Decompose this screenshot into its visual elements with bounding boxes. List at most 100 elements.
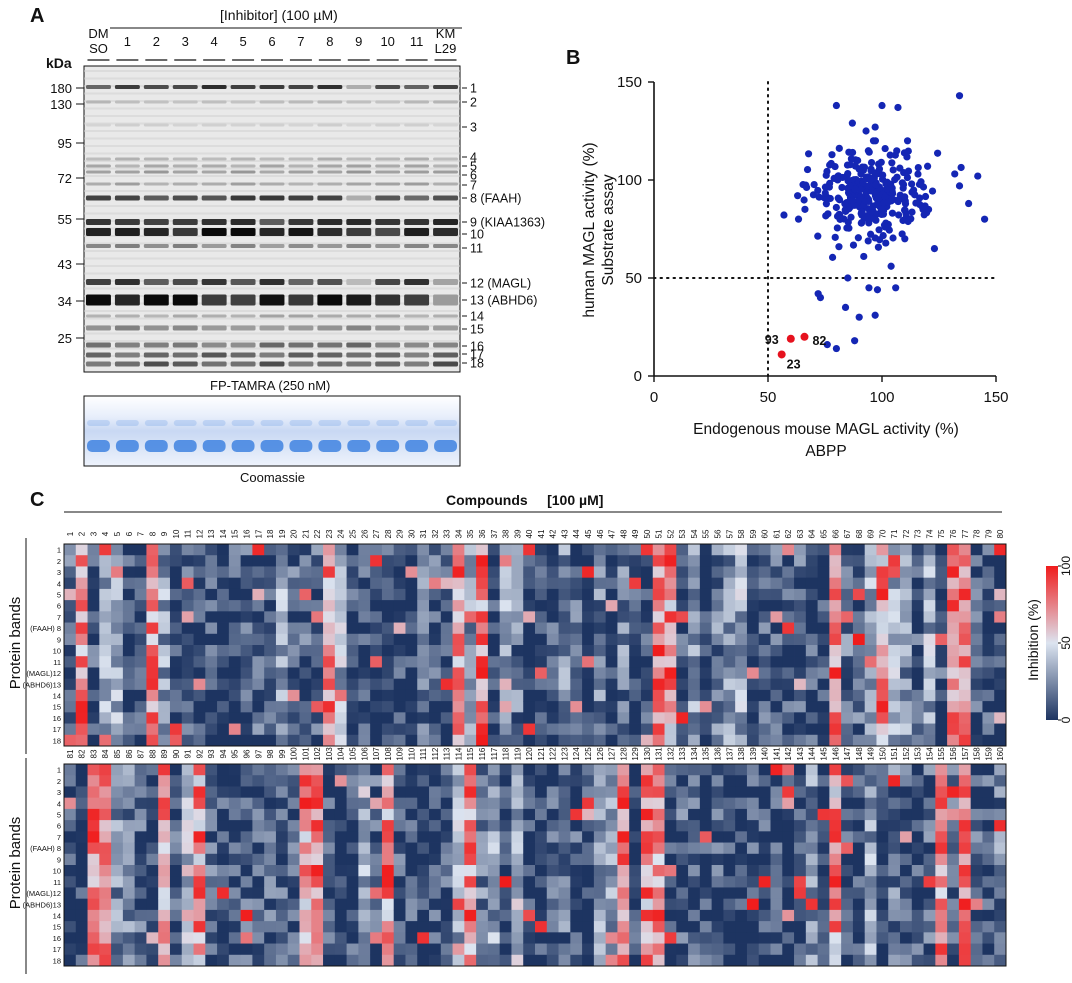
heatmap-cell bbox=[122, 775, 136, 787]
heatmap-cell bbox=[346, 932, 359, 944]
panel-c-heatmap: C Compounds [100 µM] 1 2 3 4 5 6 7 8 9 10 11 12 13 14… bbox=[7, 489, 1072, 974]
heatmap-cell bbox=[864, 764, 877, 776]
heatmap-cell bbox=[794, 588, 807, 601]
heatmap-cell bbox=[405, 853, 418, 866]
heatmap-cell bbox=[193, 797, 206, 810]
heatmap-cell bbox=[158, 544, 171, 556]
heatmap-cell bbox=[629, 734, 642, 747]
heatmap-cell bbox=[735, 622, 748, 635]
heatmap-cell bbox=[935, 853, 948, 866]
gel-band bbox=[375, 123, 401, 127]
heatmap-cell bbox=[511, 775, 524, 787]
heatmap-cell bbox=[888, 943, 901, 956]
gel-band bbox=[86, 361, 111, 367]
heatmap-cell bbox=[452, 555, 465, 567]
heatmap-cell bbox=[511, 645, 524, 657]
heatmap-cell bbox=[264, 932, 277, 944]
heatmap-cell bbox=[169, 954, 183, 967]
heatmap-cell bbox=[864, 876, 877, 888]
heatmap-cell bbox=[864, 831, 877, 843]
heatmap-cell bbox=[217, 898, 230, 911]
heatmap-column-label: 114 bbox=[454, 747, 463, 760]
heatmap-cell bbox=[429, 566, 442, 579]
heatmap-cell bbox=[746, 577, 760, 590]
heatmap-cell bbox=[452, 577, 465, 590]
heatmap-cell bbox=[111, 633, 124, 646]
heatmap-cell bbox=[440, 932, 453, 944]
heatmap-cell bbox=[158, 712, 171, 724]
heatmap-cell bbox=[193, 622, 206, 635]
heatmap-column-label: 94 bbox=[219, 749, 228, 758]
gel-band bbox=[86, 157, 111, 161]
heatmap-cell bbox=[487, 611, 501, 623]
heatmap-cell bbox=[640, 797, 654, 810]
heatmap-cell bbox=[935, 831, 948, 843]
heatmap-cell bbox=[75, 588, 88, 601]
heatmap-cell bbox=[181, 876, 194, 888]
heatmap-cell bbox=[711, 876, 724, 888]
heatmap-cell bbox=[146, 723, 159, 736]
heatmap-cell bbox=[217, 622, 230, 635]
heatmap-cell bbox=[758, 633, 771, 646]
heatmap-cell bbox=[570, 544, 583, 556]
scatter-point bbox=[914, 170, 922, 178]
heatmap-cell bbox=[582, 797, 595, 810]
heatmap-cell bbox=[499, 820, 512, 832]
heatmap-cell bbox=[228, 689, 242, 702]
heatmap-cell bbox=[629, 712, 642, 724]
heatmap-cell bbox=[146, 544, 159, 556]
heatmap-cell bbox=[405, 786, 418, 799]
heatmap-cell bbox=[464, 820, 477, 832]
heatmap-cell bbox=[75, 678, 88, 691]
heatmap-cell bbox=[570, 723, 583, 736]
lane-label: 5 bbox=[239, 34, 246, 49]
heatmap-cell bbox=[923, 588, 936, 601]
heatmap-cell bbox=[146, 932, 159, 944]
heatmap-cell bbox=[429, 667, 442, 680]
heatmap-column-label: 83 bbox=[89, 749, 98, 758]
heatmap-cell bbox=[829, 808, 842, 821]
gel-smear bbox=[84, 205, 460, 207]
heatmap-cell bbox=[900, 853, 913, 866]
heatmap-cell bbox=[923, 656, 936, 668]
heatmap-cell bbox=[487, 764, 501, 776]
heatmap-cell bbox=[699, 898, 713, 911]
heatmap-cell bbox=[323, 786, 336, 799]
heatmap-cell bbox=[440, 797, 453, 810]
heatmap-cell bbox=[264, 808, 277, 821]
heatmap-cell bbox=[134, 842, 147, 855]
heatmap-cell bbox=[829, 898, 842, 911]
heatmap-cell bbox=[970, 633, 983, 646]
heatmap-cell bbox=[346, 544, 359, 556]
heatmap-cell bbox=[464, 555, 477, 567]
scatter-point bbox=[831, 233, 839, 241]
scatter-point bbox=[832, 101, 841, 110]
heatmap-cell bbox=[205, 921, 218, 933]
heatmap-cell bbox=[146, 797, 159, 810]
heatmap-cell bbox=[935, 943, 948, 956]
heatmap-column-label: 48 bbox=[619, 529, 628, 538]
heatmap-cell bbox=[323, 701, 336, 713]
heatmap-cell bbox=[876, 667, 889, 680]
heatmap-cell bbox=[311, 622, 324, 635]
heatmap-cell bbox=[217, 723, 230, 736]
heatmap-cell bbox=[476, 611, 489, 623]
heatmap-cell bbox=[535, 656, 548, 668]
heatmap-cell bbox=[299, 645, 312, 657]
scatter-point bbox=[814, 232, 822, 240]
heatmap-cell bbox=[240, 954, 253, 967]
gel-band bbox=[317, 314, 343, 318]
gel-band bbox=[288, 325, 314, 331]
heatmap-cell bbox=[311, 689, 324, 702]
gel-band bbox=[346, 219, 372, 225]
heatmap-cell bbox=[888, 853, 901, 866]
heatmap-cell bbox=[370, 656, 383, 668]
heatmap-cell bbox=[923, 808, 936, 821]
heatmap-cell bbox=[805, 734, 818, 747]
heatmap-cell bbox=[723, 566, 736, 579]
heatmap-cell bbox=[582, 932, 595, 944]
scatter-point bbox=[957, 163, 965, 172]
heatmap-cell bbox=[782, 808, 795, 821]
heatmap-cell bbox=[122, 667, 136, 680]
